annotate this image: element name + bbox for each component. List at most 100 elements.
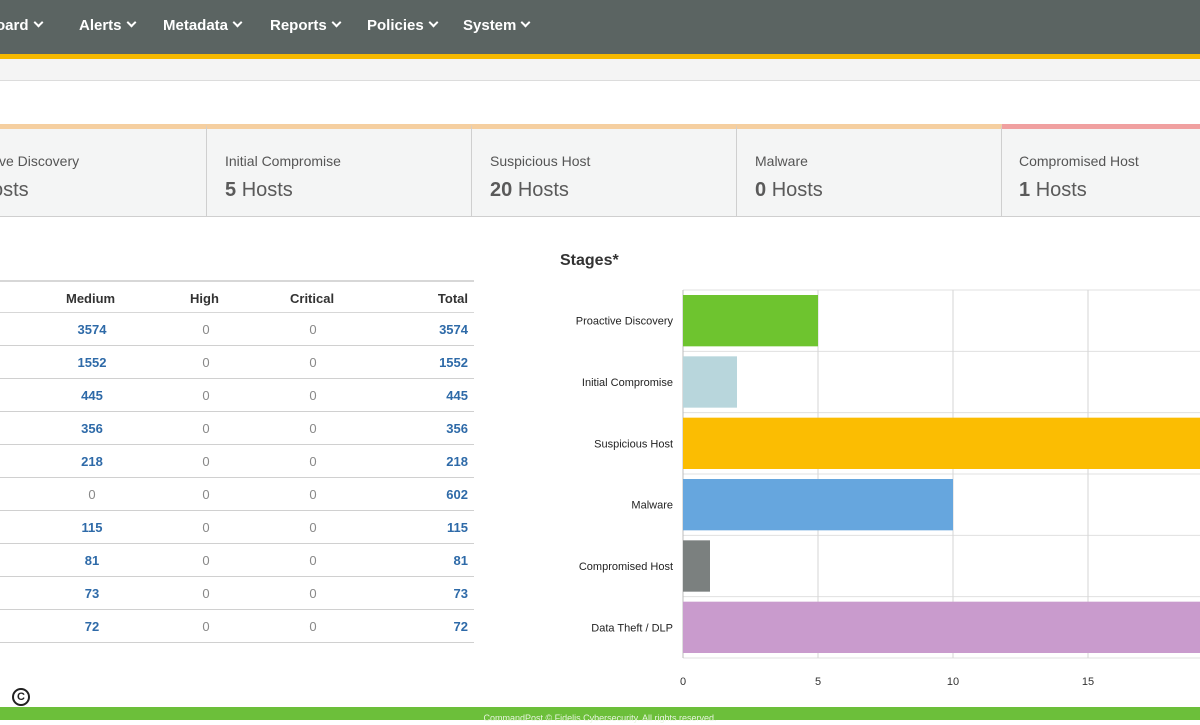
- category-label: Suspicious Host: [594, 438, 673, 450]
- category-label: Data Theft / DLP: [591, 622, 673, 634]
- nav-policies-menu[interactable]: Policies: [367, 17, 439, 34]
- stage-card-initial-compromise[interactable]: Initial Compromise 5 Hosts: [207, 124, 472, 217]
- stage-bar[interactable]: [683, 479, 953, 531]
- stage-card-value: 20 Hosts: [490, 179, 569, 202]
- nav-metadata-menu[interactable]: Metadata: [163, 17, 243, 34]
- cell-critical: 0: [309, 520, 317, 535]
- nav-reports-label: Reports: [270, 17, 327, 34]
- stage-card-value: osts: [0, 179, 29, 202]
- nav-system-label: System: [463, 17, 517, 34]
- x-tick-label: 5: [815, 676, 821, 688]
- footer-bar: CommandPost © Fidelis Cybersecurity. All…: [0, 707, 1200, 723]
- stage-card-value: 0 Hosts: [755, 179, 823, 202]
- chevron-down-icon: [520, 17, 531, 28]
- stage-card-unit: Hosts: [771, 179, 823, 201]
- stage-card-unit: Hosts: [517, 179, 569, 201]
- category-label: Proactive Discovery: [576, 316, 674, 328]
- stage-bar[interactable]: [683, 417, 1200, 469]
- table-row: 81 0 0 81: [0, 544, 474, 577]
- cell-total[interactable]: 356: [446, 421, 468, 436]
- nav-reports-menu[interactable]: Reports: [270, 17, 342, 34]
- x-tick-label: 15: [1082, 676, 1094, 688]
- cell-total[interactable]: 445: [446, 388, 468, 403]
- cell-high: 0: [202, 487, 210, 502]
- stage-bar[interactable]: [683, 601, 1200, 653]
- cell-medium[interactable]: 1552: [77, 355, 107, 370]
- cell-total[interactable]: 72: [453, 619, 468, 634]
- cell-critical: 0: [309, 619, 317, 634]
- stage-card-name: Compromised Host: [1019, 153, 1139, 169]
- stages-chart-title: Stages*: [560, 252, 619, 269]
- category-label: Malware: [631, 500, 673, 512]
- table-row: 0 0 0 602: [0, 478, 474, 511]
- nav-dashboard-menu[interactable]: oard: [0, 17, 43, 34]
- cell-medium[interactable]: 72: [84, 619, 100, 634]
- table-row: 3574 0 0 3574: [0, 313, 474, 346]
- cell-critical: 0: [309, 553, 317, 568]
- chevron-down-icon: [33, 17, 43, 28]
- header-total[interactable]: Total: [437, 291, 468, 306]
- header-medium[interactable]: Medium: [66, 291, 116, 306]
- header-high[interactable]: High: [190, 291, 219, 306]
- table-row: 445 0 0 445: [0, 379, 474, 412]
- cell-medium[interactable]: 356: [81, 421, 103, 436]
- cell-critical: 0: [309, 487, 317, 502]
- cell-medium[interactable]: 81: [84, 553, 100, 568]
- cell-total[interactable]: 602: [446, 487, 468, 502]
- table-row: 72 0 0 72: [0, 610, 474, 643]
- stage-bar[interactable]: [683, 295, 818, 347]
- nav-policies-label: Policies: [367, 17, 424, 34]
- cell-medium: 0: [88, 487, 96, 502]
- cell-critical: 0: [309, 586, 317, 601]
- stage-card-proactive-discovery[interactable]: tive Discovery osts: [0, 124, 207, 217]
- x-tick-label: 10: [947, 676, 959, 688]
- nav-alerts-label: Alerts: [79, 17, 122, 34]
- cell-total[interactable]: 115: [447, 520, 468, 535]
- table-row: 356 0 0 356: [0, 412, 474, 445]
- cell-high: 0: [202, 553, 210, 568]
- nav-alerts-menu[interactable]: Alerts: [79, 17, 136, 34]
- stage-card-count: 0: [755, 179, 767, 201]
- stage-card-unit: Hosts: [1035, 179, 1087, 201]
- stage-card-name: tive Discovery: [0, 153, 80, 169]
- stage-card-name: Malware: [755, 153, 808, 169]
- cell-critical: 0: [309, 355, 317, 370]
- cell-total[interactable]: 218: [446, 454, 468, 469]
- cell-total[interactable]: 73: [453, 586, 468, 601]
- cell-total[interactable]: 3574: [439, 322, 468, 337]
- cell-high: 0: [202, 454, 210, 469]
- category-label: Initial Compromise: [582, 377, 673, 389]
- cell-total[interactable]: 81: [453, 553, 468, 568]
- cell-critical: 0: [309, 322, 317, 337]
- stage-card-malware[interactable]: Malware 0 Hosts: [737, 124, 1002, 217]
- cell-critical: 0: [309, 454, 317, 469]
- stage-card-value: 1 Hosts: [1019, 179, 1087, 202]
- chevron-down-icon: [232, 17, 243, 28]
- top-nav-bar: oard Alerts Metadata Reports Policies Sy…: [0, 0, 1200, 54]
- cell-total[interactable]: 1552: [439, 355, 468, 370]
- cell-critical: 0: [309, 421, 317, 436]
- stage-summary-cards: tive Discovery osts Initial Compromise 5…: [0, 124, 1200, 217]
- cell-high: 0: [202, 388, 210, 403]
- chevron-down-icon: [428, 17, 439, 28]
- category-label: Compromised Host: [579, 561, 673, 573]
- table-row: 73 0 0 73: [0, 577, 474, 610]
- table-row: 1552 0 0 1552: [0, 346, 474, 379]
- cell-medium[interactable]: 73: [84, 586, 100, 601]
- nav-system-menu[interactable]: System: [463, 17, 531, 34]
- stage-card-value: 5 Hosts: [225, 179, 293, 202]
- cell-medium[interactable]: 3574: [77, 322, 107, 337]
- header-critical[interactable]: Critical: [290, 291, 335, 306]
- cell-high: 0: [202, 355, 210, 370]
- stage-card-compromised-host[interactable]: Compromised Host 1 Hosts: [1002, 124, 1200, 217]
- stage-bar[interactable]: [683, 540, 710, 592]
- cell-medium[interactable]: 445: [81, 388, 103, 403]
- stage-card-suspicious-host[interactable]: Suspicious Host 20 Hosts: [472, 124, 737, 217]
- stage-card-unit: osts: [0, 179, 29, 201]
- cell-medium[interactable]: 115: [81, 520, 103, 535]
- copyright-icon: C: [12, 688, 30, 706]
- stage-bar[interactable]: [683, 356, 737, 408]
- cell-high: 0: [202, 322, 210, 337]
- cell-medium[interactable]: 218: [81, 454, 103, 469]
- stage-card-unit: Hosts: [241, 179, 293, 201]
